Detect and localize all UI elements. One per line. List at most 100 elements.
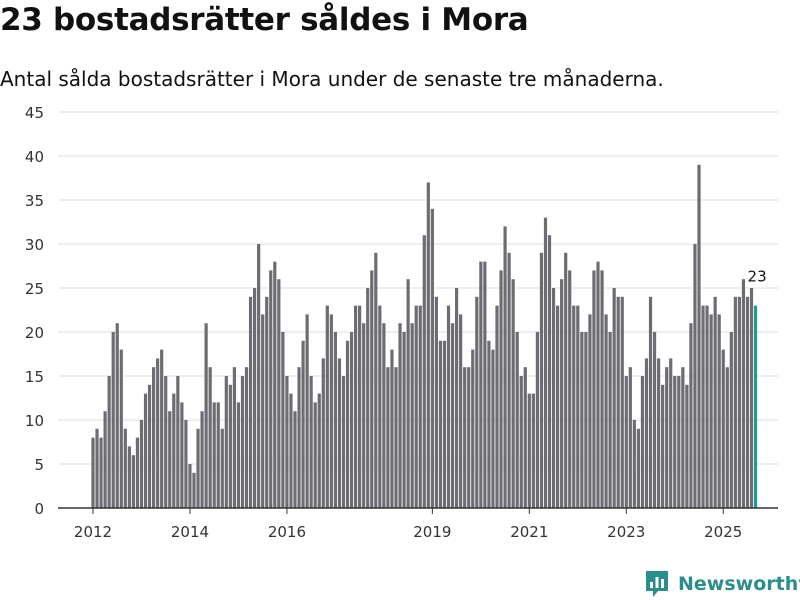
bar <box>584 332 588 508</box>
bar <box>463 367 467 508</box>
bar <box>729 332 733 508</box>
bar <box>345 340 350 508</box>
bar <box>111 332 115 508</box>
bar <box>414 305 418 508</box>
bar <box>531 393 535 508</box>
bar <box>224 376 228 508</box>
data-labels: 23 <box>748 268 767 286</box>
bar <box>410 323 414 508</box>
bar <box>139 420 144 508</box>
bar <box>588 314 592 508</box>
bar <box>745 296 750 508</box>
bar <box>285 376 289 508</box>
bar <box>701 305 705 508</box>
bar <box>176 376 180 508</box>
bar <box>560 279 564 508</box>
bar <box>192 472 196 508</box>
bar <box>572 305 576 508</box>
x-tick-label: 2012 <box>74 523 112 541</box>
bar <box>378 305 382 508</box>
bar <box>442 340 447 508</box>
bar <box>608 332 612 508</box>
bar <box>354 305 358 508</box>
bar <box>418 305 422 508</box>
bar <box>196 428 200 508</box>
bar <box>244 367 249 508</box>
gridlines <box>58 111 778 465</box>
bar <box>495 305 499 508</box>
bar <box>204 323 208 508</box>
bar <box>430 208 434 509</box>
bar <box>705 305 709 508</box>
bar <box>220 428 224 508</box>
bar <box>156 358 160 508</box>
bar <box>305 314 309 508</box>
bar <box>236 402 241 508</box>
bar <box>568 270 572 508</box>
bar <box>333 332 337 508</box>
y-tick-label: 15 <box>25 368 44 386</box>
bar <box>543 217 548 508</box>
bar <box>438 340 443 508</box>
bar-series <box>91 164 758 509</box>
bar <box>576 305 580 508</box>
bar <box>168 411 172 508</box>
bar <box>398 323 402 508</box>
bar <box>349 332 354 508</box>
bar <box>693 244 697 508</box>
bar <box>95 428 99 508</box>
bar <box>640 376 645 508</box>
y-tick-label: 45 <box>25 104 44 122</box>
bar <box>313 402 317 508</box>
bar <box>511 279 515 508</box>
bar <box>471 349 475 508</box>
bar <box>382 323 386 508</box>
bar <box>131 455 135 508</box>
bar <box>733 296 737 508</box>
bar <box>317 393 321 508</box>
bar <box>184 420 188 508</box>
y-tick-label: 0 <box>34 500 44 518</box>
y-tick-label: 30 <box>25 236 44 254</box>
bar <box>119 349 123 508</box>
bar <box>709 314 713 508</box>
bar <box>394 367 398 508</box>
bar <box>208 367 212 508</box>
bar <box>717 314 721 508</box>
bar <box>519 376 523 508</box>
bar <box>200 411 204 508</box>
bar <box>737 296 741 508</box>
bar <box>725 367 729 508</box>
bar <box>164 376 168 508</box>
bar <box>665 367 669 508</box>
newsworthy-logo[interactable]: Newsworthy <box>644 568 800 600</box>
y-tick-label: 20 <box>25 324 44 342</box>
bar <box>620 296 624 508</box>
bar <box>697 164 701 509</box>
bar <box>689 323 693 508</box>
y-tick-label: 10 <box>25 412 44 430</box>
bar <box>99 437 103 508</box>
bar <box>152 367 156 508</box>
x-tick-label: 2019 <box>413 523 451 541</box>
bar <box>547 235 552 508</box>
bar <box>257 244 261 508</box>
bar <box>301 340 305 508</box>
bar <box>446 305 451 508</box>
bar <box>362 323 366 508</box>
bar <box>374 252 378 508</box>
x-tick-label: 2023 <box>607 523 645 541</box>
bar <box>713 296 717 508</box>
bar <box>648 296 653 508</box>
bar <box>293 411 297 508</box>
brand-name: Newsworthy <box>678 573 800 595</box>
y-tick-label: 5 <box>34 456 44 474</box>
bar <box>188 464 192 508</box>
bar <box>673 376 677 508</box>
y-tick-label: 25 <box>25 280 44 298</box>
bar <box>115 323 119 508</box>
bar <box>681 367 685 508</box>
bar <box>669 358 673 508</box>
bar <box>386 367 390 508</box>
bar <box>135 437 140 508</box>
